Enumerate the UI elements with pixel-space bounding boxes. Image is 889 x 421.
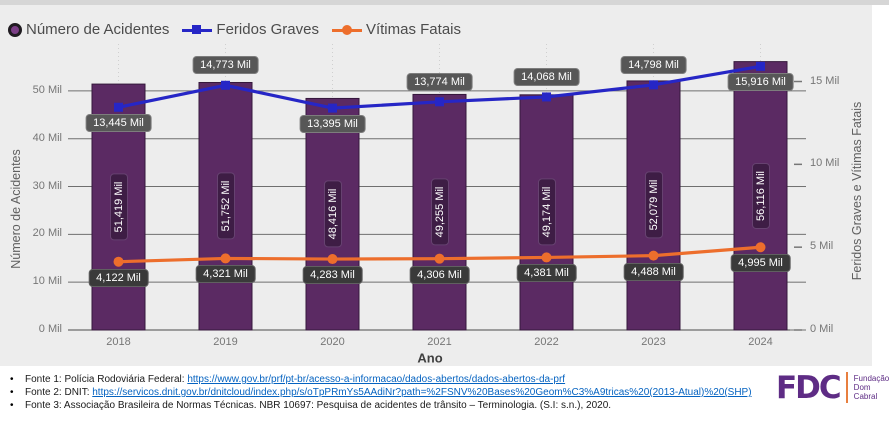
- line-value-label: 4,122 Mil: [88, 268, 149, 287]
- bar-value-label: 49,174 Mil: [537, 179, 556, 246]
- bar-value-label: 48,416 Mil: [323, 180, 342, 248]
- bullet-icon: •: [10, 387, 14, 398]
- legend-item-numero-de-acidentes[interactable]: Número de Acidentes: [8, 21, 169, 38]
- line-value-label: 14,068 Mil: [513, 67, 580, 86]
- injuries-point-2023[interactable]: [649, 80, 658, 90]
- left-axis-tick-label: 20 Mil: [32, 227, 62, 240]
- x-axis-tick-label: 2020: [320, 336, 345, 348]
- injuries-point-2020[interactable]: [328, 103, 337, 113]
- line-value-label: 4,381 Mil: [516, 264, 577, 283]
- accidents-legend-dot-icon: [8, 22, 22, 37]
- source-2: • Fonte 2: DNIT: https://servicos.dnit.go…: [10, 387, 752, 398]
- legend-label: Feridos Graves: [216, 21, 319, 38]
- line-value-label: 14,773 Mil: [192, 56, 259, 75]
- line-value-label: 13,774 Mil: [406, 72, 473, 91]
- fatalities-point-2020[interactable]: [327, 254, 338, 265]
- injuries-point-2018[interactable]: [114, 102, 123, 112]
- line-value-label: 14,798 Mil: [620, 55, 687, 74]
- injuries-point-2024[interactable]: [756, 61, 765, 71]
- fdc-logo: FDC Fundação Dom Cabral: [776, 372, 889, 403]
- legend-item-vitimas-fatais[interactable]: Vítimas Fatais: [331, 21, 461, 38]
- source-1: • Fonte 1: Polícia Rodoviária Federal: ht…: [10, 374, 565, 385]
- line-value-label: 4,488 Mil: [623, 262, 684, 281]
- legend-label: Número de Acidentes: [26, 21, 170, 38]
- left-axis-tick-label: 50 Mil: [32, 83, 62, 96]
- x-axis-tick-label: 2021: [427, 336, 452, 348]
- bar-value-label: 56,116 Mil: [751, 162, 770, 229]
- injuries-point-2021[interactable]: [435, 97, 444, 107]
- source-2-text: Fonte 2: DNIT:: [25, 387, 93, 398]
- fatalities-point-2022[interactable]: [541, 252, 552, 263]
- injuries-point-2019[interactable]: [221, 80, 230, 90]
- left-axis-tick-label: 10 Mil: [32, 275, 62, 288]
- right-axis-tick-label: 0 Mil: [810, 323, 834, 335]
- line-value-label: 4,995 Mil: [730, 254, 791, 273]
- line-value-label: 15,916 Mil: [727, 73, 794, 92]
- injuries-legend-line-square-icon: [182, 24, 213, 35]
- chart-legend: Número de Acidentes Feridos Graves Vítim…: [8, 21, 461, 38]
- fatalities-legend-line-circle-icon: [331, 24, 362, 35]
- fatalities-point-2021[interactable]: [434, 253, 445, 264]
- fdc-logo-text: Fundação Dom Cabral: [853, 374, 889, 401]
- source-1-text: Fonte 1: Polícia Rodoviária Federal:: [25, 374, 188, 385]
- fdc-logo-acronym: FDC: [776, 369, 842, 406]
- fatalities-point-2019[interactable]: [220, 253, 231, 264]
- x-axis-tick-label: 2018: [106, 336, 131, 348]
- line-value-label: 4,306 Mil: [409, 265, 470, 284]
- bar-value-label: 51,419 Mil: [109, 173, 128, 241]
- x-axis-tick-label: 2019: [213, 336, 238, 348]
- line-value-label: 4,321 Mil: [195, 265, 256, 284]
- fatalities-point-2024[interactable]: [755, 242, 766, 253]
- x-axis-tick-label: 2024: [748, 336, 773, 348]
- injuries-point-2022[interactable]: [542, 92, 551, 102]
- bar-value-label: 52,079 Mil: [644, 172, 663, 239]
- x-axis-title: Ano: [417, 350, 443, 366]
- left-axis-tick-label: 40 Mil: [32, 131, 62, 144]
- left-axis-tick-label: 30 Mil: [32, 179, 62, 192]
- legend-label: Vítimas Fatais: [365, 21, 461, 38]
- x-axis-tick-label: 2023: [641, 336, 666, 348]
- line-value-label: 13,395 Mil: [299, 115, 366, 134]
- legend-item-feridos-graves[interactable]: Feridos Graves: [182, 21, 319, 38]
- bullet-icon: •: [10, 400, 14, 411]
- x-axis-tick-label: 2022: [534, 336, 559, 348]
- bar-value-label: 49,255 Mil: [430, 178, 449, 246]
- source-3-text: Fonte 3: Associação Brasileira de Normas…: [25, 400, 612, 411]
- left-axis-tick-label: 0 Mil: [38, 323, 62, 335]
- source-2-link[interactable]: https://servicos.dnit.gov.br/dnitcloud/i…: [92, 387, 752, 398]
- card-top-border: [0, 0, 889, 5]
- fatalities-point-2018[interactable]: [113, 256, 124, 267]
- bar-value-label: 51,752 Mil: [216, 172, 235, 240]
- source-3: • Fonte 3: Associação Brasileira de Norma…: [10, 400, 611, 411]
- right-axis-tick-label: 15 Mil: [810, 74, 840, 87]
- line-value-label: 4,283 Mil: [302, 266, 363, 285]
- fdc-logo-divider: [845, 372, 848, 403]
- right-axis-tick-label: 10 Mil: [810, 157, 840, 170]
- bullet-icon: •: [10, 374, 14, 385]
- line-value-label: 13,445 Mil: [85, 114, 152, 133]
- fatalities-point-2023[interactable]: [648, 250, 659, 261]
- source-1-link[interactable]: https://www.gov.br/prf/pt-br/acesso-a-in…: [187, 374, 566, 385]
- right-axis-tick-label: 5 Mil: [810, 240, 834, 253]
